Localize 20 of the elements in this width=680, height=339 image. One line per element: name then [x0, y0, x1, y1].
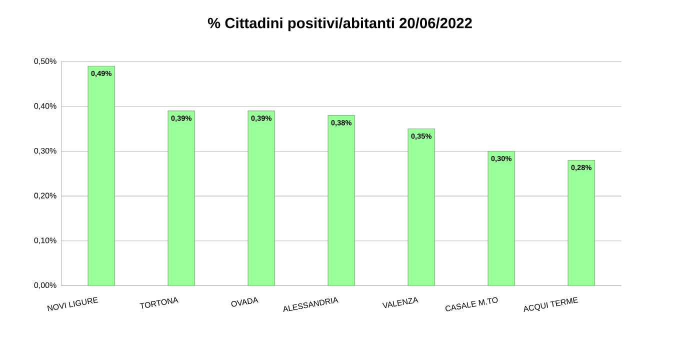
x-tick-label: VALENZA [382, 297, 418, 308]
y-tick-label: 0,20% [34, 192, 56, 200]
x-tick-label: ACQUI TERME [524, 296, 578, 312]
x-tick-label: NOVI LIGURE [47, 296, 98, 312]
bar [568, 160, 595, 286]
y-tick-label: 0,30% [34, 148, 56, 155]
x-tick-label: CASALE M.TO [446, 297, 498, 312]
bar [168, 110, 195, 286]
x-tick-label: OVADA [231, 297, 258, 307]
x-tick-label: TORTONA [140, 297, 178, 309]
y-tick-label: 0,10% [34, 238, 56, 244]
y-tick-label: 0,40% [34, 103, 56, 110]
bar [328, 115, 355, 286]
bar [408, 128, 435, 286]
bar [488, 151, 515, 286]
bar [248, 110, 275, 286]
y-tick-label: 0,00% [34, 282, 56, 289]
chart-title: % Cittadini positivi/abitanti 20/06/2022 [208, 18, 472, 32]
y-tick-label: 0,50% [34, 58, 56, 65]
bar [88, 66, 115, 286]
